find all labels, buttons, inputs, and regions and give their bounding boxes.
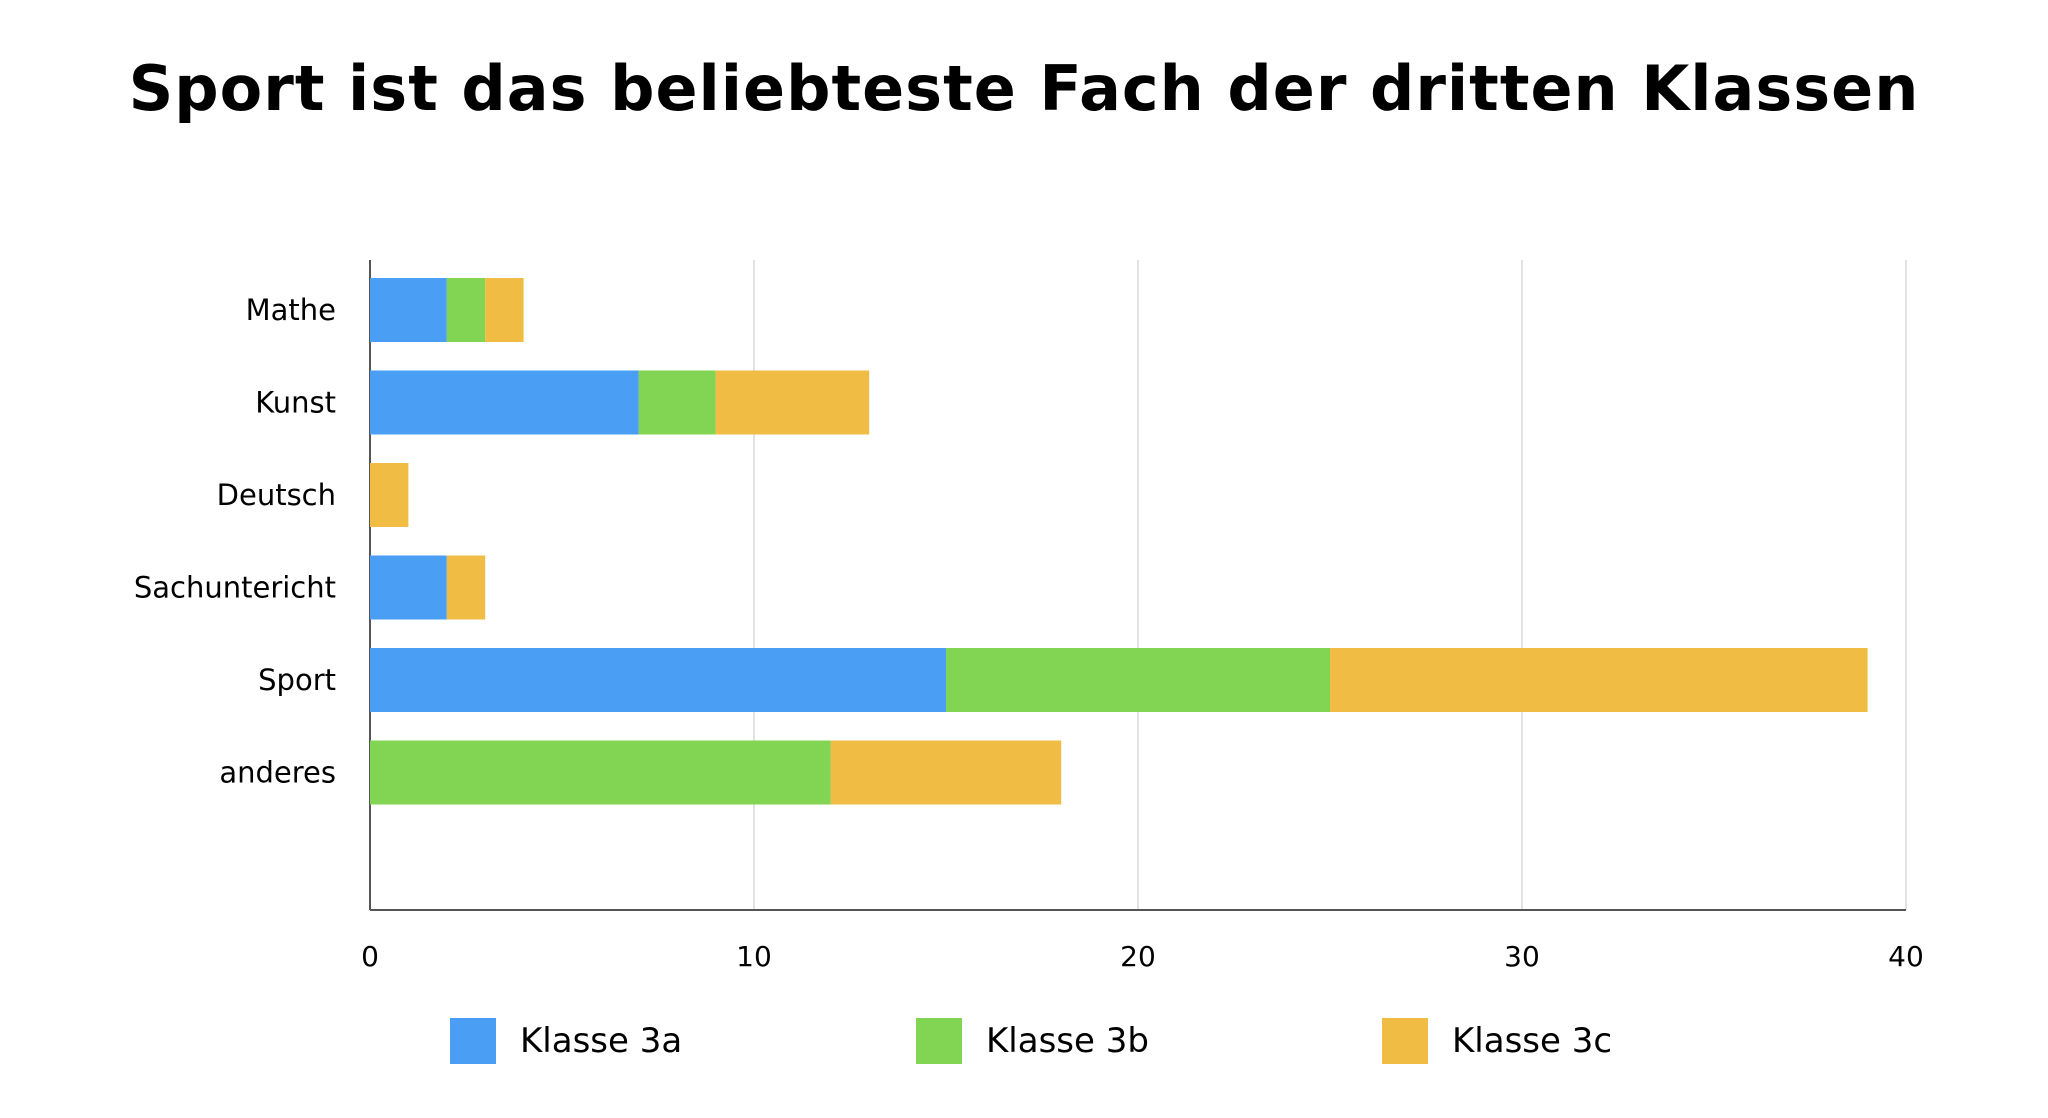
bar-segment	[446, 278, 486, 342]
bar-segment	[370, 278, 447, 342]
bar-segment	[830, 740, 1062, 805]
category-label: anderes	[219, 756, 336, 790]
legend-item-klasse-3a: Klasse 3a	[450, 1016, 682, 1066]
bar-segment	[715, 370, 870, 435]
bar-segment	[370, 370, 639, 435]
category-label: Sachuntericht	[134, 571, 336, 605]
legend-item-klasse-3b: Klasse 3b	[916, 1016, 1149, 1066]
bar-segment	[370, 463, 409, 527]
legend-label: Klasse 3c	[1452, 1021, 1613, 1061]
category-label: Sport	[258, 663, 336, 697]
category-label: Kunst	[255, 386, 336, 420]
x-tick-label: 30	[1504, 940, 1540, 973]
category-label: Mathe	[246, 293, 336, 327]
legend-item-klasse-3c: Klasse 3c	[1382, 1016, 1612, 1066]
legend-swatch	[450, 1018, 496, 1064]
bar-segment	[1330, 648, 1868, 712]
legend-label: Klasse 3a	[520, 1021, 683, 1061]
x-tick-label: 10	[736, 940, 772, 973]
x-tick-label: 40	[1888, 940, 1924, 973]
x-tick-label: 20	[1120, 940, 1156, 973]
category-label: Deutsch	[217, 478, 336, 512]
bar-segment	[485, 278, 524, 342]
x-tick-label: 0	[361, 940, 379, 973]
bar-segment	[370, 648, 946, 712]
bar-segment	[370, 740, 831, 805]
bar-segment	[446, 555, 486, 620]
legend-label: Klasse 3b	[986, 1021, 1149, 1061]
bar-segment	[370, 555, 447, 620]
legend-swatch	[1382, 1018, 1428, 1064]
legend-swatch	[916, 1018, 962, 1064]
chart-title: Sport ist das beliebteste Fach der dritt…	[128, 52, 1920, 125]
chart-legend: Klasse 3a Klasse 3b Klasse 3c	[0, 1016, 2048, 1076]
bar-segment	[946, 648, 1330, 712]
bar-segment	[638, 370, 716, 435]
